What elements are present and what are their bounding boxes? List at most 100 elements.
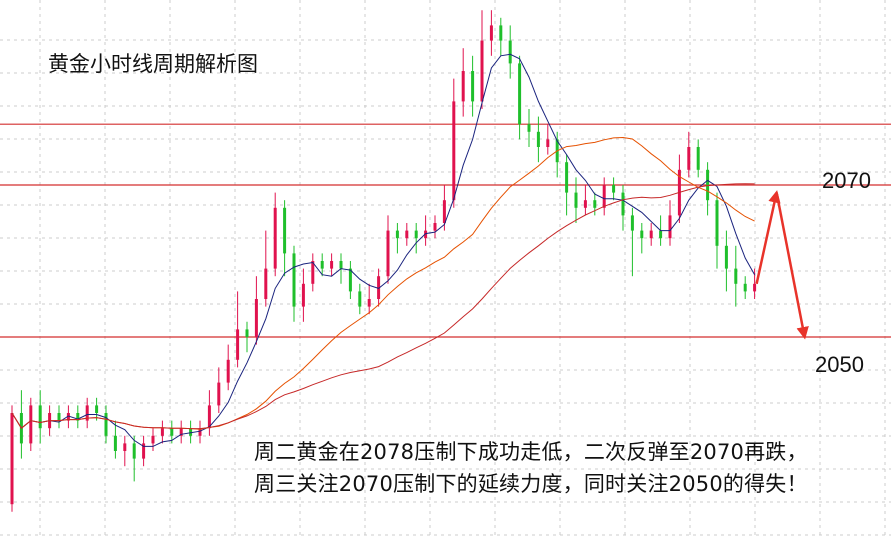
candle-body — [320, 261, 324, 269]
candle-body — [123, 443, 127, 451]
candle-body — [621, 192, 625, 216]
projection-arrows — [755, 190, 809, 340]
candle-body — [245, 329, 249, 337]
candle-body — [10, 413, 14, 505]
ma-line-5 — [11, 53, 756, 447]
candle — [132, 435, 136, 482]
candle-body — [565, 162, 569, 193]
candle — [226, 344, 230, 391]
candle — [433, 215, 437, 239]
candle-body — [311, 261, 315, 284]
candle — [254, 276, 258, 345]
moving-average-lines — [11, 53, 756, 447]
candle — [706, 162, 710, 216]
projection-arrow — [775, 192, 809, 340]
candle — [489, 10, 493, 56]
candle-body — [414, 230, 418, 239]
candle-body — [461, 71, 465, 102]
candle — [189, 420, 193, 444]
candle — [405, 223, 409, 246]
candle-body — [339, 261, 343, 269]
candle-body — [630, 215, 634, 231]
candle — [358, 283, 362, 315]
candle — [264, 230, 268, 307]
candle-body — [264, 268, 268, 299]
candle — [583, 185, 587, 216]
candle-body — [29, 405, 33, 444]
candle — [602, 177, 606, 216]
candle — [85, 397, 89, 429]
candle-body — [395, 230, 399, 239]
candle-body — [593, 200, 597, 208]
candle — [395, 223, 399, 254]
candle — [348, 261, 352, 299]
candle-body — [640, 230, 644, 239]
candle-body — [452, 101, 456, 201]
candle — [198, 420, 202, 444]
candle — [593, 192, 597, 216]
candle — [640, 223, 644, 254]
candle-body — [602, 185, 606, 208]
candle-body — [160, 428, 164, 436]
candle-body — [499, 25, 503, 41]
candle-body — [433, 223, 437, 231]
candle-body — [518, 63, 522, 125]
candle — [687, 131, 691, 178]
candle — [95, 397, 99, 421]
candle — [480, 10, 484, 109]
candle — [245, 321, 249, 353]
candle-body — [724, 245, 728, 269]
candle — [386, 215, 390, 284]
candle-body — [207, 405, 211, 429]
candle — [207, 390, 211, 436]
projection-arrow — [755, 190, 781, 285]
candle — [170, 420, 174, 444]
candle — [330, 253, 334, 277]
candle-body — [348, 268, 352, 292]
candle — [499, 17, 503, 56]
candle — [292, 245, 296, 322]
candle — [452, 78, 456, 208]
candle-body — [226, 359, 230, 383]
candle-body — [142, 443, 146, 459]
candle — [57, 405, 61, 429]
candle-body — [480, 40, 484, 102]
candle-body — [76, 413, 80, 421]
chart-title: 黄金小时线周期解析图 — [48, 52, 258, 76]
candle-body — [217, 382, 221, 406]
level-label-2050: 2050 — [815, 352, 864, 377]
candle — [301, 268, 305, 322]
candle — [142, 435, 146, 467]
candle — [236, 291, 240, 368]
annotation-line-1: 周二黄金在2078压制下成功走低，二次反弹至2070再跌， — [254, 440, 808, 464]
candle-body — [189, 428, 193, 436]
candle — [471, 55, 475, 117]
candle — [123, 435, 127, 467]
candle-body — [151, 435, 155, 444]
candle — [574, 177, 578, 223]
candle — [518, 55, 522, 140]
candle — [442, 185, 446, 231]
candle — [160, 420, 164, 444]
candle — [424, 215, 428, 246]
candle-body — [706, 169, 710, 201]
candle-body — [104, 413, 108, 436]
candle-body — [659, 230, 663, 239]
resistance-support-lines — [0, 123, 891, 338]
candle-body — [612, 185, 616, 193]
candle-body — [696, 147, 700, 170]
candle — [104, 405, 108, 444]
candle — [113, 420, 117, 459]
candle-body — [66, 413, 70, 421]
candle — [311, 253, 315, 292]
candle — [414, 223, 418, 254]
candle-body — [753, 283, 757, 292]
candle-body — [743, 283, 747, 292]
candle — [724, 230, 728, 292]
candle — [283, 200, 287, 277]
candle — [536, 116, 540, 163]
candle — [612, 177, 616, 201]
candle — [76, 405, 80, 429]
candle-body — [424, 230, 428, 239]
